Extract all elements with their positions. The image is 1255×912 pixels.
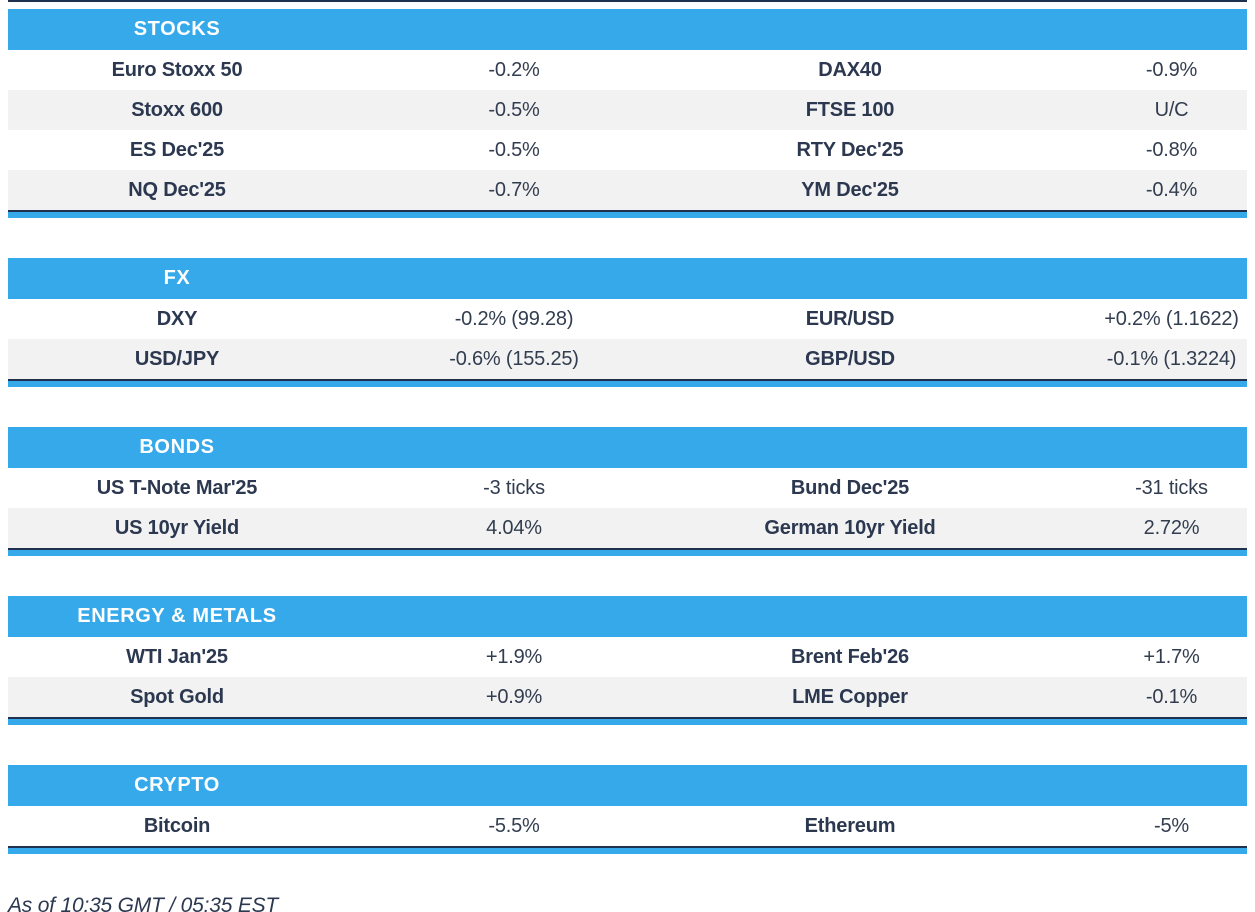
section-underline	[8, 379, 1247, 387]
instrument-change: -0.4%	[1145, 178, 1198, 201]
section-rows: DXY -0.2% (99.28) EUR/USD +0.2% (1.1622)…	[8, 299, 1247, 379]
instrument-change: -0.7%	[488, 178, 540, 201]
section-rows: WTI Jan'25 +1.9% Brent Feb'26 +1.7% Spot…	[8, 637, 1247, 717]
instrument-name: LME Copper	[792, 685, 908, 708]
section-underline	[8, 717, 1247, 725]
table-row: US 10yr Yield 4.04% German 10yr Yield 2.…	[8, 508, 1247, 548]
instrument-name: Euro Stoxx 50	[111, 58, 243, 81]
table-row: US T-Note Mar'25 -3 ticks Bund Dec'25 -3…	[8, 468, 1247, 508]
instrument-change: +0.2% (1.1622)	[1104, 307, 1239, 330]
table-row: Spot Gold +0.9% LME Copper -0.1%	[8, 677, 1247, 717]
instrument-change: -0.5%	[488, 98, 540, 121]
section-title: ENERGY & METALS	[77, 605, 277, 627]
instrument-name: Spot Gold	[130, 685, 224, 708]
instrument-change: -5%	[1154, 814, 1189, 837]
instrument-name: DAX40	[818, 58, 882, 81]
table-row: USD/JPY -0.6% (155.25) GBP/USD -0.1% (1.…	[8, 339, 1247, 379]
section-rows: Euro Stoxx 50 -0.2% DAX40 -0.9% Stoxx 60…	[8, 50, 1247, 210]
instrument-name: FTSE 100	[805, 98, 895, 121]
instrument-change: -3 ticks	[483, 476, 545, 499]
section-title: STOCKS	[133, 18, 221, 40]
instrument-name: WTI Jan'25	[126, 645, 228, 668]
instrument-change: -0.2% (99.28)	[454, 307, 574, 330]
instrument-change: -31 ticks	[1135, 476, 1208, 499]
instrument-change: -0.2%	[488, 58, 540, 81]
instrument-change: -5.5%	[488, 814, 540, 837]
instrument-name: NQ Dec'25	[128, 178, 226, 201]
instrument-change: U/C	[1154, 98, 1189, 121]
instrument-name: RTY Dec'25	[796, 138, 904, 161]
section-title: CRYPTO	[134, 774, 220, 796]
instrument-name: Stoxx 600	[131, 98, 223, 121]
section-underline	[8, 210, 1247, 218]
instrument-name: German 10yr Yield	[764, 516, 936, 539]
table-row: Stoxx 600 -0.5% FTSE 100 U/C	[8, 90, 1247, 130]
instrument-name: GBP/USD	[805, 347, 895, 370]
market-section: CRYPTO Bitcoin -5.5% Ethereum -5%	[8, 765, 1247, 854]
section-rows: US T-Note Mar'25 -3 ticks Bund Dec'25 -3…	[8, 468, 1247, 548]
table-row: NQ Dec'25 -0.7% YM Dec'25 -0.4%	[8, 170, 1247, 210]
table-row: Euro Stoxx 50 -0.2% DAX40 -0.9%	[8, 50, 1247, 90]
table-row: Bitcoin -5.5% Ethereum -5%	[8, 806, 1247, 846]
as-of-timestamp: As of 10:35 GMT / 05:35 EST	[8, 894, 279, 912]
instrument-name: USD/JPY	[134, 347, 220, 370]
market-section: BONDS US T-Note Mar'25 -3 ticks Bund Dec…	[8, 427, 1247, 556]
instrument-change: 4.04%	[486, 516, 542, 539]
instrument-name: US 10yr Yield	[114, 516, 240, 539]
instrument-change: -0.5%	[488, 138, 540, 161]
instrument-name: YM Dec'25	[801, 178, 899, 201]
section-header: ENERGY & METALS	[8, 596, 1247, 637]
market-section: STOCKS Euro Stoxx 50 -0.2% DAX40 -0.9% S…	[8, 9, 1247, 218]
section-rows: Bitcoin -5.5% Ethereum -5%	[8, 806, 1247, 846]
section-title: FX	[163, 267, 191, 289]
instrument-change: +1.7%	[1143, 645, 1200, 668]
table-row: ES Dec'25 -0.5% RTY Dec'25 -0.8%	[8, 130, 1247, 170]
table-row: WTI Jan'25 +1.9% Brent Feb'26 +1.7%	[8, 637, 1247, 677]
sections-container: STOCKS Euro Stoxx 50 -0.2% DAX40 -0.9% S…	[8, 9, 1247, 854]
instrument-change: -0.1%	[1145, 685, 1198, 708]
instrument-name: Ethereum	[804, 814, 896, 837]
instrument-name: Brent Feb'26	[791, 645, 909, 668]
section-title: BONDS	[139, 436, 215, 458]
instrument-change: +1.9%	[485, 645, 543, 668]
instrument-name: EUR/USD	[805, 307, 895, 330]
instrument-change: -0.6% (155.25)	[449, 347, 579, 370]
market-section: FX DXY -0.2% (99.28) EUR/USD +0.2% (1.16…	[8, 258, 1247, 387]
section-underline	[8, 846, 1247, 854]
section-header: BONDS	[8, 427, 1247, 468]
instrument-name: ES Dec'25	[129, 138, 225, 161]
instrument-change: +0.9%	[485, 685, 543, 708]
table-row: DXY -0.2% (99.28) EUR/USD +0.2% (1.1622)	[8, 299, 1247, 339]
section-underline	[8, 548, 1247, 556]
top-divider	[8, 0, 1247, 2]
instrument-name: US T-Note Mar'25	[96, 476, 258, 499]
instrument-change: -0.1% (1.3224)	[1106, 347, 1237, 370]
instrument-change: -0.9%	[1145, 58, 1198, 81]
instrument-change: -0.8%	[1145, 138, 1198, 161]
instrument-name: Bitcoin	[143, 814, 211, 837]
instrument-change: 2.72%	[1143, 516, 1200, 539]
market-section: ENERGY & METALS WTI Jan'25 +1.9% Brent F…	[8, 596, 1247, 725]
section-header: CRYPTO	[8, 765, 1247, 806]
section-header: STOCKS	[8, 9, 1247, 50]
section-header: FX	[8, 258, 1247, 299]
instrument-name: Bund Dec'25	[790, 476, 910, 499]
instrument-name: DXY	[156, 307, 198, 330]
